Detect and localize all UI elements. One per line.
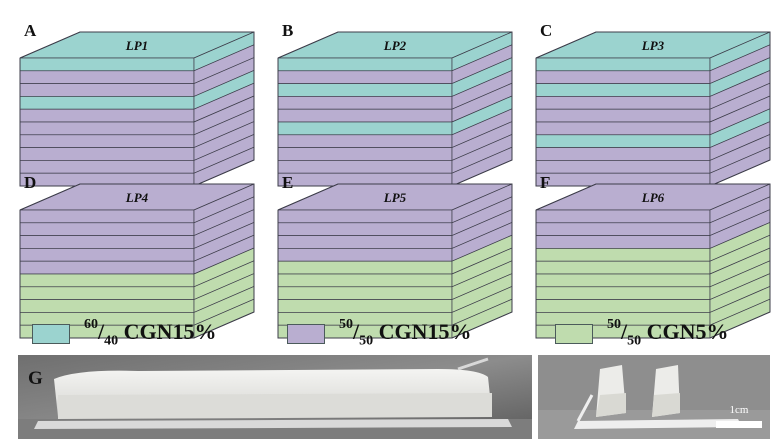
layer-front-1 (277, 209, 453, 224)
block-lp2 (277, 31, 513, 187)
layer-front-3 (19, 83, 195, 97)
layer-front-4 (277, 96, 453, 110)
scale-bar-label: 1cm (729, 404, 749, 416)
block-outline (277, 31, 513, 187)
panel-title-lp6: LP6 (641, 190, 665, 205)
legend-swatch-purple (287, 324, 325, 344)
panel-letter-d: D (24, 173, 36, 192)
layer-front-7 (19, 286, 195, 300)
layer-front-8 (19, 147, 195, 161)
layer-front-4 (535, 96, 711, 110)
panel-title-lp4: LP4 (125, 190, 149, 205)
layer-front-5 (19, 108, 195, 123)
block-outline (19, 183, 255, 339)
panel-letter-f: F (540, 173, 550, 192)
layer-front-2 (19, 70, 195, 84)
layer-front-8 (19, 299, 195, 313)
legend-item-green: 50/50 CGN5% (555, 316, 729, 352)
layer-front-9 (535, 160, 711, 174)
legend-text-green: 50/50 CGN5% (607, 317, 729, 349)
layer-front-2 (277, 70, 453, 84)
legend-text-purple: 50/50 CGN15% (339, 317, 472, 349)
legend-text-teal: 60/40 CGN15% (84, 317, 217, 349)
layer-front-3 (535, 235, 711, 249)
layer-front-2 (535, 222, 711, 236)
layer-front-2 (535, 70, 711, 84)
panel-letter-c: C (540, 21, 552, 40)
layer-front-5 (277, 260, 453, 275)
layer-front-3 (277, 235, 453, 249)
block-outline (535, 183, 771, 339)
legend-swatch-green (555, 324, 593, 344)
photo-side-view (18, 355, 532, 439)
block-outline (19, 31, 255, 187)
layer-front-8 (535, 299, 711, 313)
layer-front-1 (535, 209, 711, 224)
panel-letter-g: G (28, 368, 43, 389)
layer-front-3 (19, 235, 195, 249)
layer-front-4 (19, 96, 195, 110)
layer-front-5 (535, 108, 711, 123)
layer-front-3 (535, 83, 711, 97)
layer-front-4 (277, 248, 453, 262)
layer-front-4 (535, 248, 711, 262)
layer-front-9 (19, 160, 195, 174)
layer-front-8 (277, 299, 453, 313)
panel-title-lp3: LP3 (641, 38, 665, 53)
scale-bar (716, 421, 762, 428)
legend-item-purple: 50/50 CGN15% (287, 316, 472, 352)
layer-front-8 (277, 147, 453, 161)
layer-front-7 (535, 134, 711, 148)
block-lp4 (19, 183, 255, 339)
panel-title-lp2: LP2 (383, 38, 407, 53)
block-lp5 (277, 183, 513, 339)
layer-front-6 (535, 121, 711, 136)
layer-front-6 (19, 273, 195, 288)
layer-front-6 (535, 273, 711, 288)
layer-front-5 (535, 260, 711, 275)
layer-front-5 (19, 260, 195, 275)
layer-front-1 (19, 57, 195, 72)
layer-front-1 (535, 57, 711, 72)
layer-front-6 (19, 121, 195, 136)
layer-front-7 (277, 134, 453, 148)
block-lp3 (535, 31, 771, 187)
panel-letter-b: B (282, 21, 293, 40)
block-outline (277, 183, 513, 339)
layer-front-3 (277, 83, 453, 97)
panel-letter-e: E (282, 173, 293, 192)
layer-front-9 (277, 160, 453, 174)
block-lp1 (19, 31, 255, 187)
layer-front-7 (535, 286, 711, 300)
layer-front-8 (535, 147, 711, 161)
layer-front-5 (277, 108, 453, 123)
legend-item-teal: 60/40 CGN15% (32, 316, 217, 352)
block-lp6 (535, 183, 771, 339)
layer-front-7 (19, 134, 195, 148)
layer-front-4 (19, 248, 195, 262)
layer-front-6 (277, 273, 453, 288)
block-outline (535, 31, 771, 187)
layer-front-1 (277, 57, 453, 72)
layer-front-7 (277, 286, 453, 300)
layer-front-1 (19, 209, 195, 224)
layer-front-2 (19, 222, 195, 236)
layer-front-2 (277, 222, 453, 236)
panel-title-lp5: LP5 (383, 190, 407, 205)
layer-front-6 (277, 121, 453, 136)
panel-title-lp1: LP1 (125, 38, 148, 53)
panel-letter-a: A (24, 21, 37, 40)
legend-swatch-teal (32, 324, 70, 344)
